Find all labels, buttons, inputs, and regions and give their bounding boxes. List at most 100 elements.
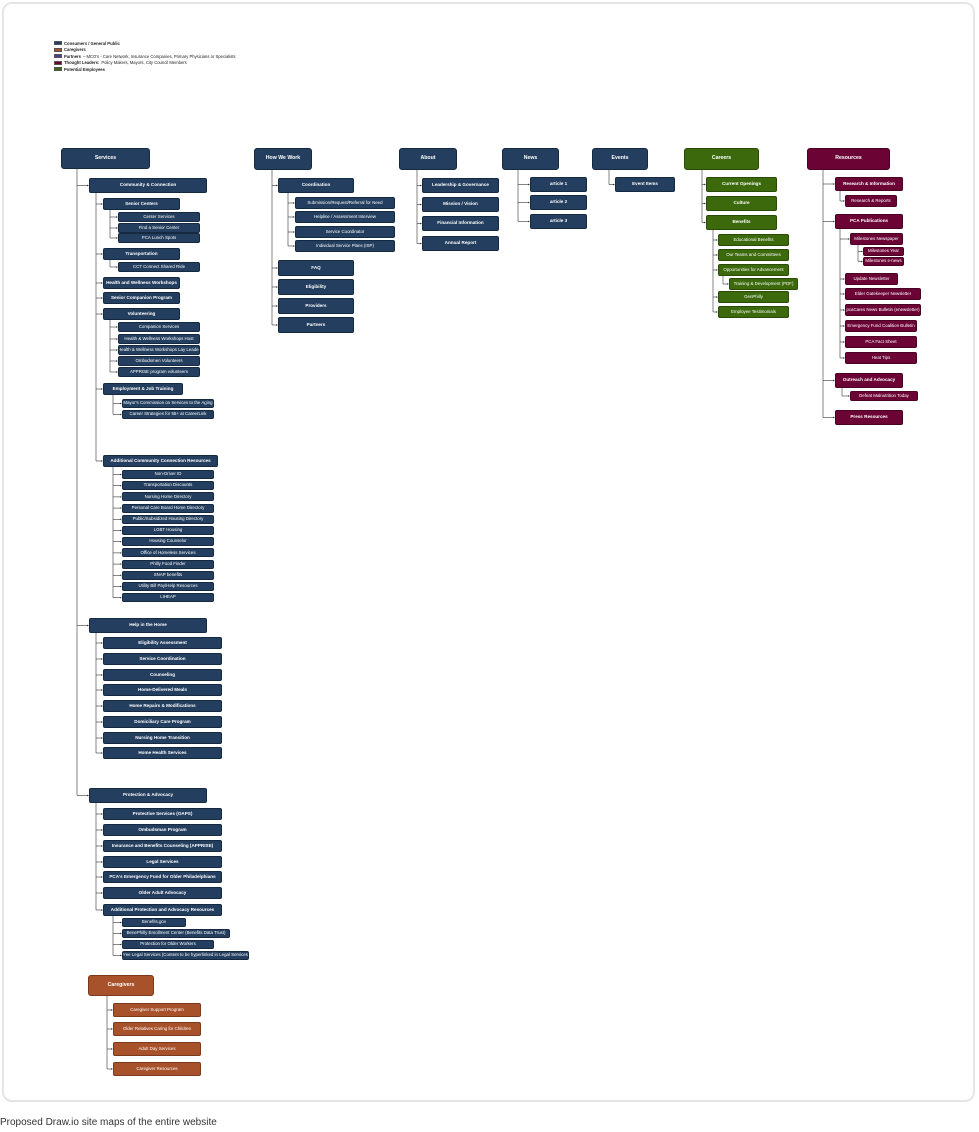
node-emergency-fund-coalition-bulletin: Emergency Fund Coalition Bulletin (845, 320, 917, 332)
node-resources: Resources (807, 148, 890, 170)
node-events: Events (592, 148, 648, 170)
node-services: Services (61, 148, 150, 169)
node-transportation-discounts: Transportation Discounts (122, 481, 214, 491)
legend-swatch-orange (54, 47, 62, 52)
legend-detail: – MCO's - Care Network, Insurance Compan… (83, 53, 236, 59)
node-caregiver-support-program: Caregiver Support Program (113, 1003, 201, 1017)
node-pca-publications: PCA Publications (835, 214, 903, 229)
node-free-legal-services-content-to-be-hyperl: Free Legal Services (Content to be hyper… (122, 951, 249, 960)
legend-label: Caregivers (64, 47, 86, 53)
node-service-coordinator: Service Coordinator (295, 226, 395, 238)
legend-swatch-navy (54, 41, 62, 46)
node-apprise-program-volunteers: APPRISE program volunteers (118, 367, 200, 377)
node-outreach-and-advocacy: Outreach and Advocacy (835, 373, 903, 388)
node-additional-protection-and-advocacy-resou: Additional Protection and Advocacy Resou… (103, 904, 222, 916)
node-liheap: LIHEAP (122, 593, 214, 603)
node-elder-gatekeeper-newsletter: Elder Gatekeeper Newsletter (845, 288, 921, 300)
node-milestones-newspaper: Milestones Newspaper (850, 233, 903, 245)
node-ombudsman-program: Ombudsman Program (103, 824, 222, 836)
node-article-1: article 1 (530, 177, 587, 192)
node-update-newsletter: Update Newsletter (845, 273, 898, 285)
node-adult-day-services: Adult Day Services (113, 1042, 201, 1056)
node-older-adult-advocacy: Older Adult Advocacy (103, 887, 222, 899)
node-article-3: article 3 (530, 214, 587, 229)
node-eligibility-assessment: Eligibility Assessment (103, 637, 222, 649)
node-annual-report: Annual Report (422, 236, 499, 251)
node-home-delivered-meals: Home-Delivered Meals (103, 684, 222, 696)
legend-label: Partners (64, 53, 81, 59)
node-nursing-home-directory: Nursing Home Directory (122, 492, 214, 502)
node-health-and-wellness-workshops: Health and Wellness Workshops (103, 277, 180, 289)
node-careers: Careers (684, 148, 759, 170)
node-lgbt-housing: LGBT Housing (122, 526, 214, 535)
node-older-relatives-caring-for-children: Older Relatives Caring for Children (113, 1022, 201, 1036)
legend-item-consumers: Consumers / General Public (54, 40, 236, 47)
node-faq: FAQ (278, 260, 354, 276)
legend-detail: Policy Makers, Mayors, City Council Memb… (101, 60, 187, 66)
legend-swatch-purple (54, 54, 62, 59)
node-employment-job-training: Employment & Job Training (103, 383, 183, 395)
node-financial-information: Financial Information (422, 216, 499, 231)
node-volunteering: Volunteering (103, 308, 180, 320)
node-caregiver-resources: Caregiver Resources (113, 1062, 201, 1076)
node-educational-benefits: Educational Benefits (718, 234, 789, 246)
node-public-subsidized-housing-directory: Public/Subsidized Housing Directory (122, 514, 214, 524)
node-ombudsmen-volunteers: Ombudsmen Volunteers (118, 356, 200, 366)
node-utility-bill-pay-help-resources: Utility Bill Pay/Help Resources (122, 582, 214, 591)
legend-swatch-maroon (54, 60, 62, 65)
node-transportation: Transportation (103, 248, 180, 260)
node-employee-testimonials: Employee Testimonials (718, 306, 789, 318)
node-domiciliary-care-program: Domiciliary Care Program (103, 716, 222, 728)
node-companion-services: Companion Services (118, 322, 200, 332)
node-insurance-and-benefits-counseling-appris: Insurance and Benefits Counseling (APPRI… (103, 840, 222, 852)
node-article-2: article 2 (530, 195, 587, 210)
node-mayor-s-commission-on-services-to-the-ag: Mayor's Commission on Services to the Ag… (122, 399, 214, 408)
node-senior-centers: Senior Centers (103, 198, 180, 210)
legend-item-thought-leaders: Thought Leaders: Policy Makers, Mayors, C… (54, 60, 236, 67)
node-home-repairs-modifications: Home Repairs & Modifications (103, 700, 222, 712)
legend-label: Consumers / General Public (64, 40, 120, 46)
node-philly-food-finder: Philly Food Finder (122, 559, 214, 569)
node-opportunities-for-advancement: Opportunities for Advancement (718, 264, 789, 276)
node-event-items: Event Items (615, 177, 675, 192)
legend-item-caregivers: Caregivers (54, 47, 236, 54)
node-benefits-gov: Benefits.gov (122, 918, 186, 927)
node-housing-counselor: Housing Counselor (122, 537, 214, 547)
node-mission-vision: Mission / Vision (422, 197, 499, 212)
node-benefits: Benefits (706, 215, 777, 230)
node-senior-companion-program: Senior Companion Program (103, 292, 180, 304)
node-how-we-work: How We Work (254, 148, 312, 170)
node-about: About (399, 148, 457, 170)
node-providers: Providers (278, 298, 354, 314)
node-pca-s-emergency-fund-for-older-philadelp: PCA's Emergency Fund for Older Philadelp… (103, 871, 222, 883)
node-research-information: Research & Information (835, 177, 903, 191)
node-pca-lunch-spots: PCA Lunch Spots (118, 233, 200, 243)
node-non-driver-id: Non-Driver ID (122, 470, 214, 479)
node-pca-fact-sheet: PCA Fact Sheet (845, 336, 917, 348)
node-milestones-e-news: Milestones e-news (863, 257, 904, 266)
node-protective-services-oaps: Protective Services (OAPS) (103, 808, 222, 820)
node-submission-request-referral-for-need: Submission/Request/Referral for Need (295, 197, 395, 209)
node-legal-services: Legal Services (103, 856, 222, 868)
node-our-teams-and-committees: Our Teams and Committees (718, 249, 789, 261)
node-benephilly-enrollment-center-benefits-da: BenePhilly Enrollment Center (Benefits D… (122, 929, 230, 938)
node-office-of-homeless-services: Office of Homeless Services (122, 548, 214, 558)
node-training-development-pdf: Training & Development (PDF) (729, 278, 798, 290)
node-partners: Partners (278, 317, 354, 333)
figure-caption: Proposed Draw.io site maps of the entire… (0, 1117, 217, 1128)
legend-item-employees: Potential Employees (54, 66, 236, 73)
node-personal-care-board-home-directory: Personal Care Board Home Directory (122, 503, 214, 513)
node-career-strategies-for-55-at-careerlink: Career Strategies for 55+ at CareerLink (122, 410, 214, 419)
node-nursing-home-transition: Nursing Home Transition (103, 732, 222, 744)
node-snap-benefits: SNAP benefits (122, 570, 214, 580)
node-press-resources: Press Resources (835, 410, 903, 425)
node-heat-tips: Heat Tips (845, 352, 917, 364)
node-individual-service-plans-isp: Individual Service Plans (ISP) (295, 240, 395, 252)
node-cct-connect-shared-ride: CCT Connect Shared Ride (118, 262, 200, 272)
node-defeat-malnutrition-today: Defeat Malnutrition Today (850, 391, 918, 401)
node-community-connection: Community & Connection (89, 178, 207, 193)
node-news: News (502, 148, 559, 170)
node-health-wellness-workshops-host: Health & Wellness Workshops Host (118, 334, 200, 344)
node-protection-for-older-workers: Protection for Older Workers (122, 940, 214, 949)
